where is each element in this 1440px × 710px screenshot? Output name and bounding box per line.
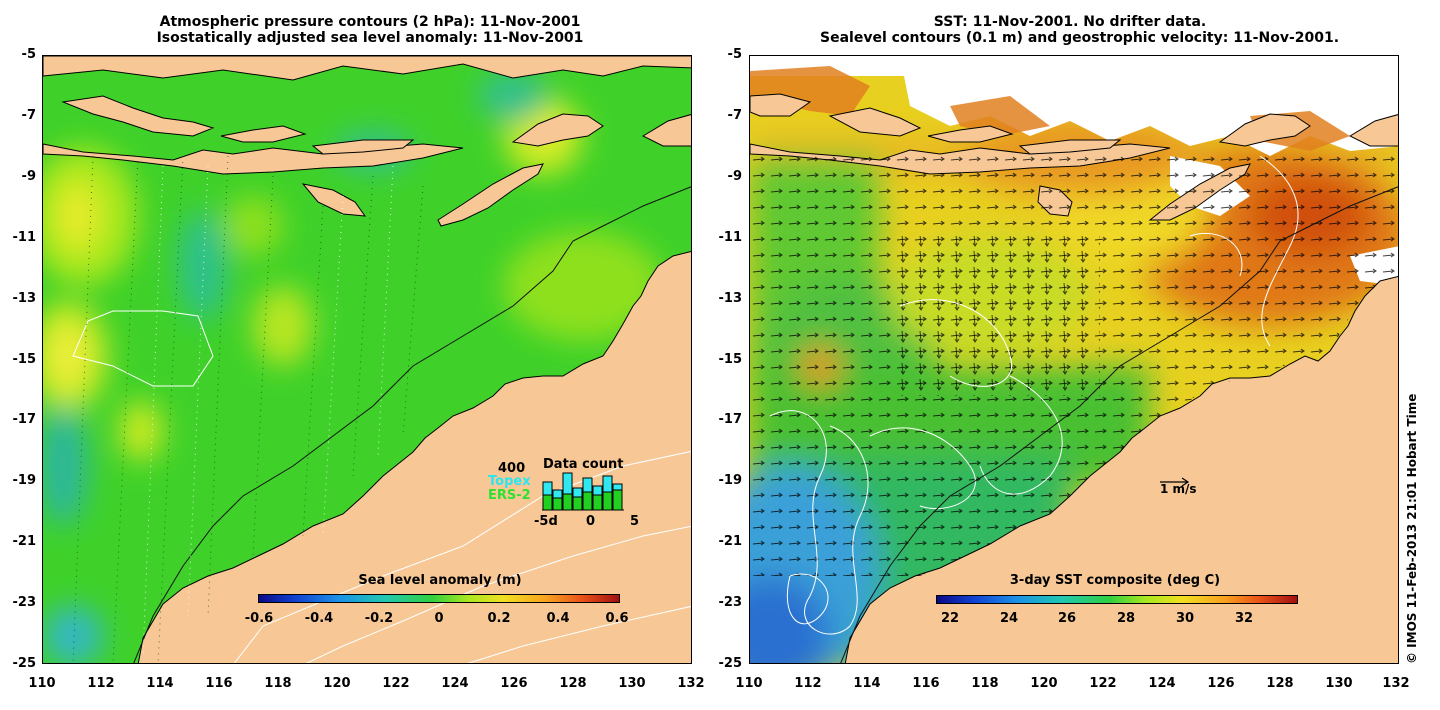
- sst-colorbar-label: 28: [1116, 611, 1136, 626]
- x-tick-right: 128: [1266, 676, 1294, 691]
- x-tick-left: 122: [382, 676, 410, 691]
- y-tick-right: -13: [718, 291, 743, 306]
- sla-colorbar-label: -0.4: [304, 611, 334, 626]
- y-tick-left: -9: [21, 169, 36, 184]
- x-tick-right: 116: [912, 676, 940, 691]
- x-tick-right: 110: [735, 676, 763, 691]
- sst-map-graphic: [750, 56, 1398, 663]
- x-tick-left: 118: [264, 676, 292, 691]
- x-tick-right: 130: [1325, 676, 1353, 691]
- y-tick-left: -25: [12, 656, 37, 671]
- velocity-scale-arrow: [1160, 477, 1190, 487]
- sla-map-graphic: [43, 56, 691, 663]
- right-title-line1: SST: 11-Nov-2001. No drifter data.: [933, 14, 1207, 30]
- sla-colorbar: [258, 594, 620, 603]
- x-tick-right: 114: [853, 676, 881, 691]
- data-count-series-topex: Topex: [488, 474, 531, 489]
- x-tick-left: 114: [146, 676, 174, 691]
- y-tick-left: -23: [12, 595, 37, 610]
- y-tick-left: -13: [12, 291, 37, 306]
- y-tick-left: -11: [12, 230, 37, 245]
- data-count-max: 400: [498, 461, 526, 476]
- copyright-text: © IMOS 11-Feb-2013 21:01 Hobart Time: [1405, 393, 1419, 664]
- data-count-title: Data count: [543, 457, 624, 472]
- x-tick-left: 116: [205, 676, 233, 691]
- y-tick-right: -17: [718, 412, 743, 427]
- x-tick-right: 118: [971, 676, 999, 691]
- velocity-scale-label: 1 m/s: [1160, 482, 1197, 496]
- data-count-xlabel-end: 5: [630, 514, 640, 529]
- sst-colorbar: [936, 595, 1298, 604]
- y-tick-right: -19: [718, 473, 743, 488]
- y-tick-right: -5: [727, 47, 742, 62]
- x-tick-right: 120: [1030, 676, 1058, 691]
- y-tick-left: -17: [12, 412, 37, 427]
- x-tick-right: 132: [1382, 676, 1410, 691]
- y-tick-right: -15: [718, 352, 743, 367]
- left-title-line1: Atmospheric pressure contours (2 hPa): 1…: [159, 14, 581, 30]
- sla-colorbar-label: 0: [434, 611, 444, 626]
- x-tick-left: 130: [618, 676, 646, 691]
- data-count-xlabel-start: -5d: [534, 514, 558, 529]
- data-count-xlabel-mid: 0: [586, 514, 596, 529]
- sla-colorbar-label: 0.6: [605, 611, 629, 626]
- x-tick-left: 128: [559, 676, 587, 691]
- sla-colorbar-label: 0.4: [546, 611, 570, 626]
- y-tick-left: -21: [12, 534, 37, 549]
- y-tick-right: -25: [718, 656, 743, 671]
- x-tick-right: 122: [1089, 676, 1117, 691]
- sla-colorbar-label: 0.2: [487, 611, 511, 626]
- sla-colorbar-label: -0.6: [244, 611, 274, 626]
- x-tick-right: 126: [1207, 676, 1235, 691]
- sst-colorbar-label: 26: [1057, 611, 1077, 626]
- y-tick-right: -23: [718, 595, 743, 610]
- x-tick-right: 124: [1148, 676, 1176, 691]
- sst-colorbar-label: 30: [1175, 611, 1195, 626]
- y-tick-left: -7: [21, 108, 36, 123]
- sst-colorbar-label: 32: [1234, 611, 1254, 626]
- data-count-series-ers2: ERS-2: [488, 488, 531, 503]
- right-title-line2: Sealevel contours (0.1 m) and geostrophi…: [820, 30, 1340, 46]
- x-tick-right: 112: [794, 676, 822, 691]
- y-tick-right: -21: [718, 534, 743, 549]
- y-tick-left: -19: [12, 473, 37, 488]
- left-title-line2: Isostatically adjusted sea level anomaly…: [156, 30, 584, 46]
- y-tick-right: -9: [727, 169, 742, 184]
- sla-colorbar-label: -0.2: [364, 611, 394, 626]
- x-tick-left: 110: [28, 676, 56, 691]
- sst-colorbar-label: 24: [999, 611, 1019, 626]
- y-tick-right: -7: [727, 108, 742, 123]
- x-tick-left: 120: [323, 676, 351, 691]
- sst-colorbar-label: 22: [940, 611, 960, 626]
- y-tick-left: -5: [21, 47, 36, 62]
- sla-map: [42, 55, 692, 664]
- x-tick-left: 132: [677, 676, 705, 691]
- y-tick-right: -11: [718, 230, 743, 245]
- sla-colorbar-title: Sea level anomaly (m): [358, 573, 522, 588]
- x-tick-left: 126: [500, 676, 528, 691]
- sst-map: [749, 55, 1399, 664]
- y-tick-left: -15: [12, 352, 37, 367]
- data-count-histogram: [542, 472, 624, 511]
- x-tick-left: 124: [441, 676, 469, 691]
- x-tick-left: 112: [87, 676, 115, 691]
- sst-colorbar-title: 3-day SST composite (deg C): [1009, 573, 1221, 588]
